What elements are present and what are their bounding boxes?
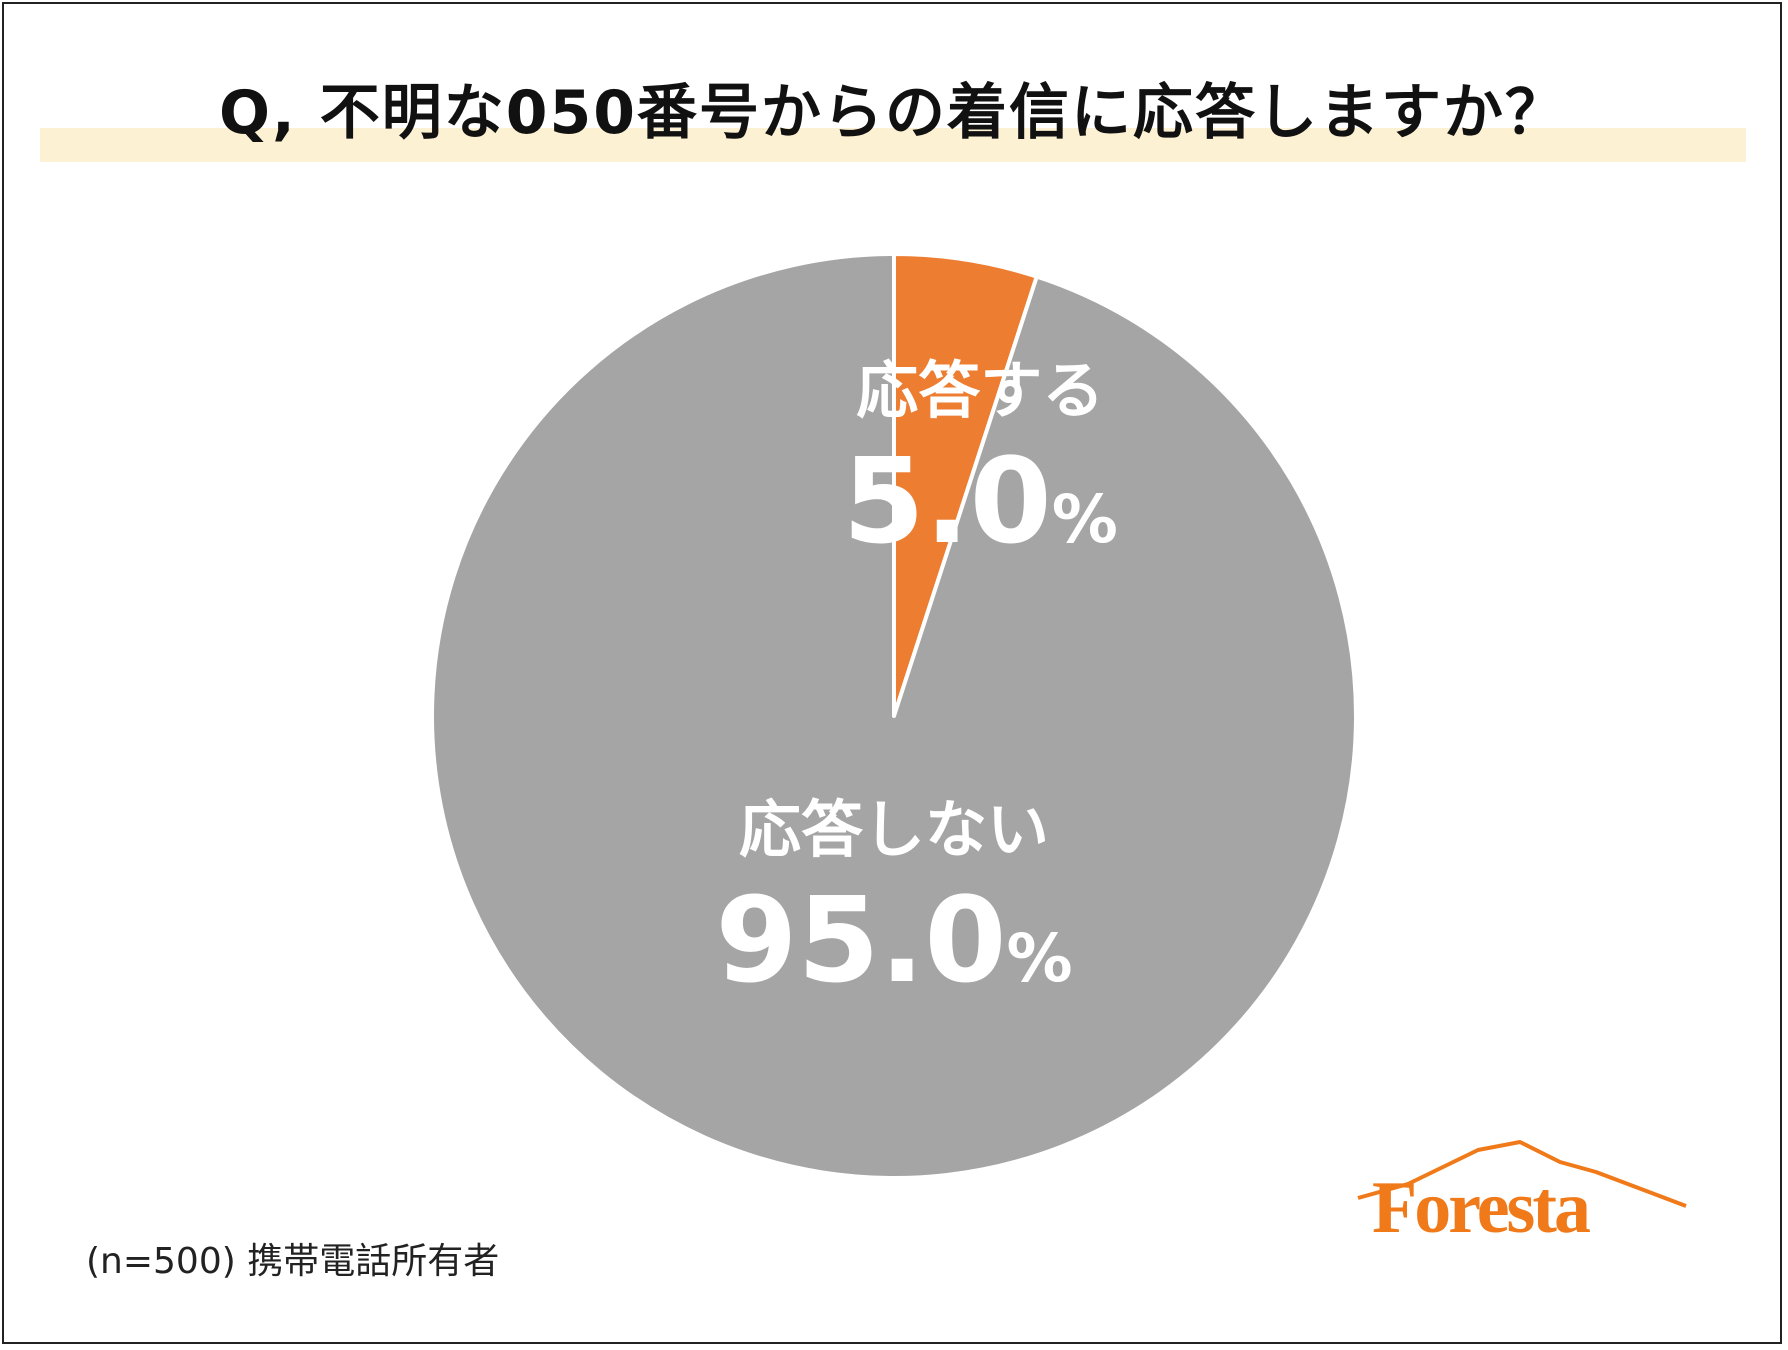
sample-note: (n=500) 携帯電話所有者 [86, 1241, 500, 1282]
logo-roof-line [1357, 1140, 1687, 1208]
slice-value-no-answer: 95.0% [715, 871, 1072, 1009]
chart-title: Q, 不明な050番号からの着信に応答しますか？ [219, 78, 1567, 148]
logo-wordmark: Foresta [1372, 1167, 1590, 1249]
slice-value-answer: 5.0% [843, 432, 1118, 570]
pie-slice-no-answer [430, 252, 1358, 1180]
title-highlight-band [40, 128, 1746, 162]
slice-label-answer: 応答する [856, 354, 1104, 427]
foresta-logo: Foresta [1357, 1140, 1687, 1249]
pie-slices [430, 252, 1358, 1180]
slice-label-no-answer: 応答しない [739, 793, 1049, 866]
